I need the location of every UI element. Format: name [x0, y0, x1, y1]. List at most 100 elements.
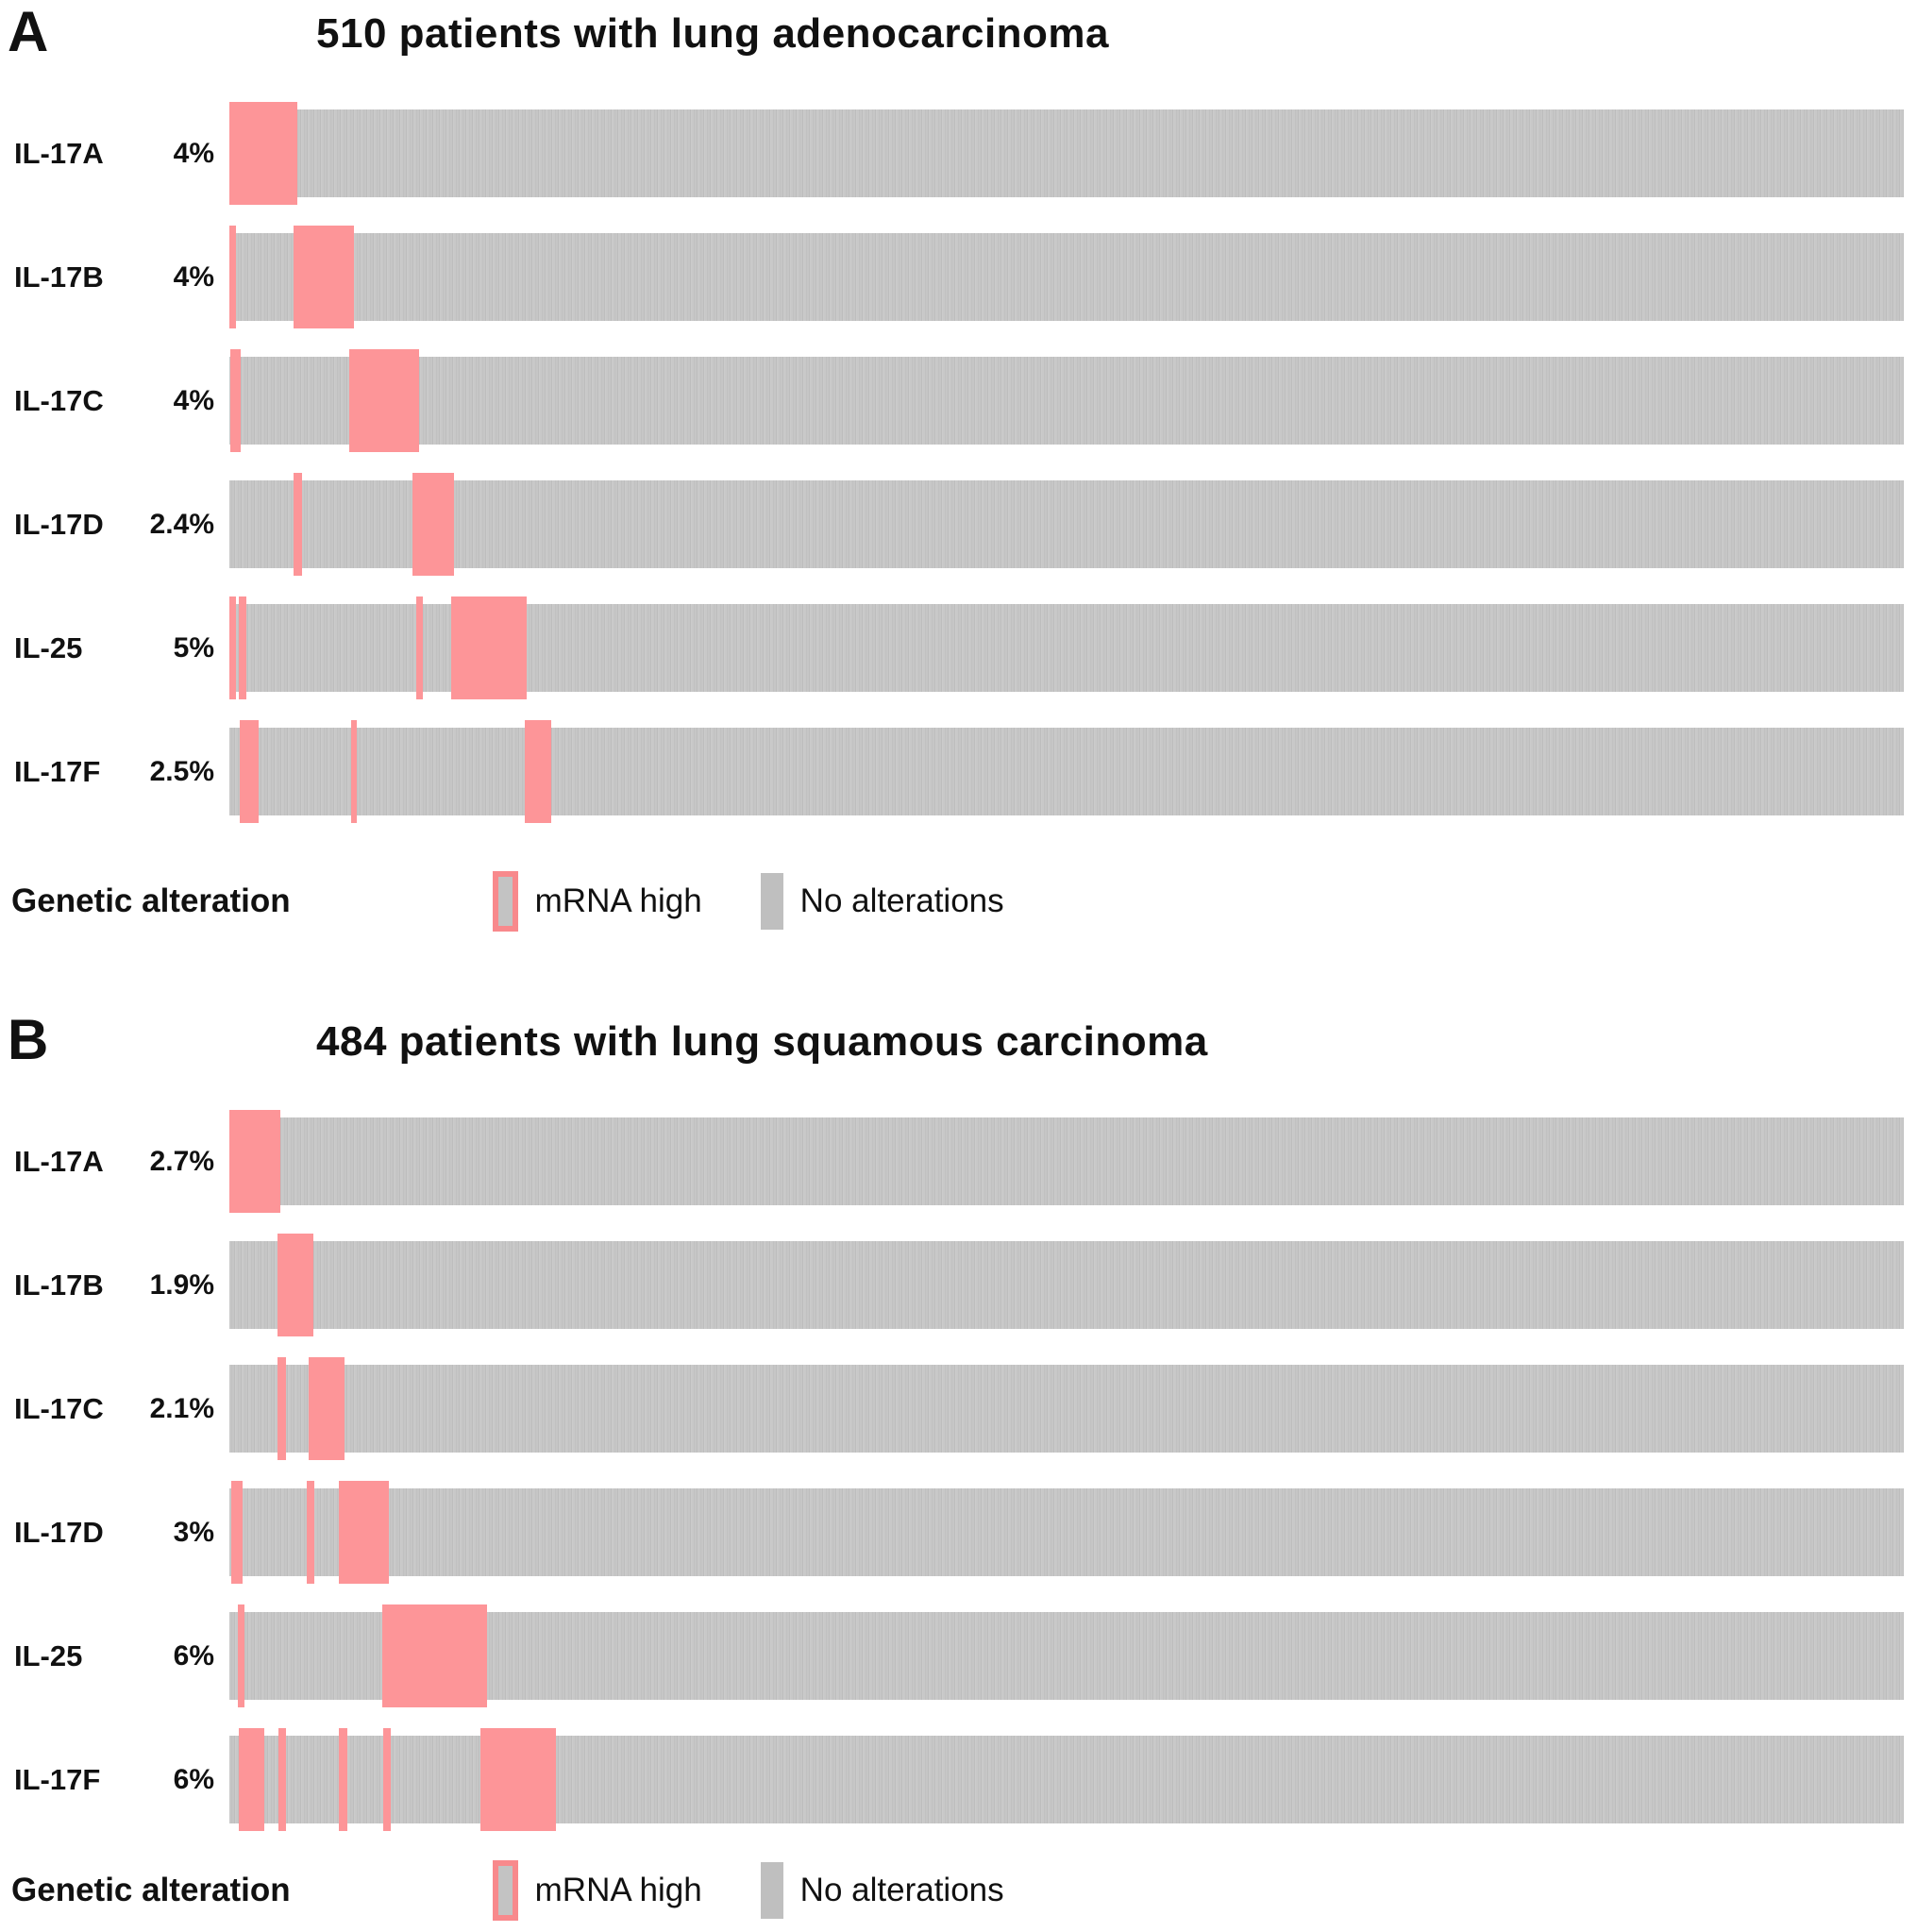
gene-row: IL-17B 1.9% [0, 1234, 1917, 1336]
mrna-high-segment [416, 596, 424, 699]
mrna-high-segment [238, 596, 246, 699]
panel-b: B 484 patients with lung squamous carcin… [0, 1012, 1917, 1922]
gene-row: IL-17B 4% [0, 226, 1917, 328]
mrna-high-segment [381, 1604, 487, 1707]
no-alterations-label: No alterations [799, 882, 1004, 919]
gene-row-labels: IL-25 5% [0, 631, 229, 665]
gene-label: IL-17F [14, 1762, 101, 1796]
gene-label: IL-17A [14, 1144, 104, 1178]
mrna-high-segment [239, 720, 260, 823]
oncoprint-track [229, 473, 1904, 576]
gene-row: IL-17F 6% [0, 1728, 1917, 1831]
panel-letter: B [8, 1008, 49, 1071]
oncoprint-track [229, 1110, 1904, 1213]
gene-row: IL-17D 3% [0, 1481, 1917, 1584]
alteration-percent: 2.7% [149, 1145, 214, 1177]
gene-row-labels: IL-17F 2.5% [0, 755, 229, 789]
oncoprint-track [229, 1604, 1904, 1707]
gene-row: IL-17D 2.4% [0, 473, 1917, 576]
gene-row-labels: IL-17B 1.9% [0, 1268, 229, 1302]
mrna-high-segment [307, 1481, 314, 1584]
gene-row: IL-17C 4% [0, 349, 1917, 452]
legend: Genetic alteration mRNA high No alterati… [11, 1859, 1917, 1922]
gene-row: IL-17C 2.1% [0, 1357, 1917, 1460]
panel-title: 484 patients with lung squamous carcinom… [316, 1018, 1208, 1065]
gene-label: IL-17B [14, 1268, 104, 1302]
oncoprint-track [229, 1481, 1904, 1584]
mrna-high-segment [412, 473, 455, 576]
mrna-high-segment [308, 1357, 345, 1460]
mrna-high-segment [382, 1728, 391, 1831]
alteration-percent: 6% [173, 1639, 214, 1672]
oncoprint-track [229, 1728, 1904, 1831]
mrna-high-label: mRNA high [534, 1872, 702, 1908]
mrna-high-segment [230, 349, 242, 452]
alteration-percent: 3% [173, 1516, 214, 1548]
gene-label: IL-17D [14, 507, 104, 541]
gene-label: IL-25 [14, 630, 83, 664]
mrna-high-segment [480, 1728, 556, 1831]
mrna-high-segment [277, 1234, 314, 1336]
mrna-high-segment [239, 1728, 265, 1831]
mrna-high-label: mRNA high [534, 882, 702, 919]
mrna-high-segment [238, 1604, 245, 1707]
gene-label: IL-17D [14, 1515, 104, 1549]
gene-row: IL-17A 4% [0, 102, 1917, 205]
gene-row: IL-25 6% [0, 1604, 1917, 1707]
oncoprint-track [229, 226, 1904, 328]
mrna-high-swatch [492, 871, 518, 932]
panel-a-header: A 510 patients with lung adenocarcinoma [0, 4, 1917, 76]
mrna-high-segment [338, 1728, 347, 1831]
gene-rows: IL-17A 2.7% IL-17B 1.9% IL-17C 2.1% IL-17D 3% IL… [0, 1110, 1917, 1831]
no-alterations-swatch [760, 873, 783, 930]
oncoprint-track [229, 349, 1904, 452]
gene-label: IL-17C [14, 1391, 104, 1425]
mrna-high-segment [278, 1728, 287, 1831]
gene-row-labels: IL-17C 2.1% [0, 1392, 229, 1426]
legend: Genetic alteration mRNA high No alterati… [11, 870, 1917, 932]
oncoprint-track [229, 1357, 1904, 1460]
mrna-high-segment [294, 226, 355, 328]
gene-label: IL-17B [14, 260, 104, 294]
gene-label: IL-17A [14, 136, 104, 170]
alteration-percent: 6% [173, 1763, 214, 1795]
gene-label: IL-17F [14, 754, 101, 788]
no-alterations-label: No alterations [799, 1872, 1004, 1908]
panel-b-header: B 484 patients with lung squamous carcin… [0, 1012, 1917, 1084]
mrna-high-segment [294, 473, 303, 576]
gene-row-labels: IL-17A 2.7% [0, 1145, 229, 1179]
mrna-high-segment [277, 1357, 287, 1460]
panel-a: A 510 patients with lung adenocarcinoma … [0, 4, 1917, 932]
mrna-high-segment [451, 596, 528, 699]
oncoprint-track [229, 720, 1904, 823]
gene-row-labels: IL-17A 4% [0, 137, 229, 171]
legend-title: Genetic alteration [11, 882, 291, 919]
gene-row: IL-17A 2.7% [0, 1110, 1917, 1213]
gene-row: IL-25 5% [0, 596, 1917, 699]
mrna-high-segment [230, 1481, 243, 1584]
gene-rows: IL-17A 4% IL-17B 4% IL-17C 4% IL-17D 2.4% IL-25 5… [0, 102, 1917, 823]
mrna-high-segment [229, 1110, 281, 1213]
mrna-high-segment [229, 226, 237, 328]
gene-row-labels: IL-17D 2.4% [0, 508, 229, 542]
alteration-percent: 1.9% [149, 1268, 214, 1301]
alteration-percent: 4% [173, 137, 214, 169]
mrna-high-segment [338, 1481, 389, 1584]
gene-row: IL-17F 2.5% [0, 720, 1917, 823]
gene-row-labels: IL-17F 6% [0, 1763, 229, 1797]
oncoprint-track [229, 102, 1904, 205]
alteration-percent: 2.1% [149, 1392, 214, 1424]
oncoprint-track [229, 596, 1904, 699]
panel-letter: A [8, 0, 49, 63]
mrna-high-segment [351, 720, 358, 823]
gene-label: IL-25 [14, 1638, 83, 1672]
panel-title: 510 patients with lung adenocarcinoma [316, 10, 1110, 57]
mrna-high-segment [525, 720, 552, 823]
gene-row-labels: IL-17C 4% [0, 384, 229, 418]
legend-title: Genetic alteration [11, 1872, 291, 1908]
mrna-high-segment [229, 596, 237, 699]
mrna-high-swatch [492, 1860, 518, 1921]
alteration-percent: 4% [173, 260, 214, 293]
mrna-high-segment [229, 102, 298, 205]
